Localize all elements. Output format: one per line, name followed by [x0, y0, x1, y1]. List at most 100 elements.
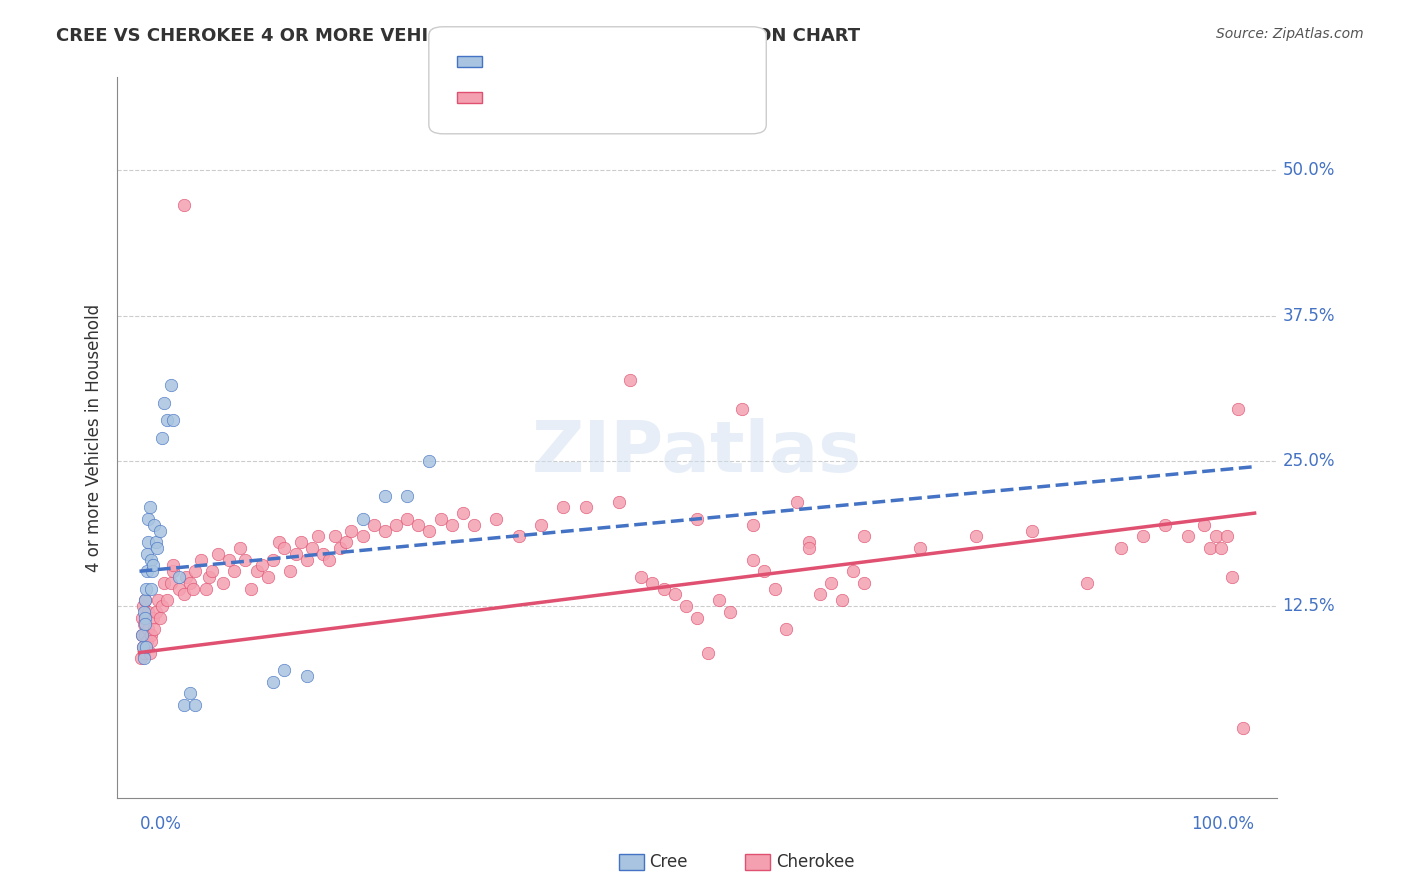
Point [224, 564, 246, 578]
Point [134, 616, 156, 631]
Point [318, 552, 340, 566]
Point [212, 575, 235, 590]
Point [641, 575, 664, 590]
Point [1205, 529, 1227, 543]
Text: 0.0%: 0.0% [139, 815, 181, 833]
Point [136, 634, 159, 648]
Point [173, 698, 195, 712]
Point [1194, 517, 1216, 532]
Point [162, 564, 184, 578]
Point [352, 529, 374, 543]
Point [574, 500, 596, 515]
Point [134, 593, 156, 607]
Point [190, 552, 212, 566]
Point [295, 669, 318, 683]
Point [797, 541, 820, 555]
Point [179, 575, 201, 590]
Point [429, 512, 451, 526]
Point [245, 564, 267, 578]
Point [363, 517, 385, 532]
Point [131, 628, 153, 642]
Point [159, 575, 181, 590]
Point [136, 564, 159, 578]
Point [181, 582, 204, 596]
Point [273, 541, 295, 555]
Point [335, 535, 357, 549]
Point [374, 524, 396, 538]
Point [1211, 541, 1233, 555]
Point [312, 547, 335, 561]
Point [290, 535, 312, 549]
Point [307, 529, 329, 543]
Point [132, 640, 155, 654]
Point [630, 570, 652, 584]
Point [142, 558, 165, 573]
Point [1215, 529, 1237, 543]
Point [352, 512, 374, 526]
Point [1154, 517, 1177, 532]
Point [138, 500, 160, 515]
Point [139, 552, 162, 566]
Point [256, 570, 278, 584]
Point [301, 541, 323, 555]
Point [1177, 529, 1199, 543]
Point [374, 489, 396, 503]
Text: N =  38: N = 38 [585, 53, 652, 70]
Point [1076, 575, 1098, 590]
Point [278, 564, 301, 578]
Point [138, 512, 160, 526]
Point [720, 605, 742, 619]
Point [329, 541, 352, 555]
Point [808, 587, 831, 601]
Point [138, 535, 160, 549]
Point [853, 575, 876, 590]
Y-axis label: 4 or more Vehicles in Household: 4 or more Vehicles in Household [86, 303, 103, 572]
Point [132, 605, 155, 619]
Point [965, 529, 987, 543]
Point [195, 582, 218, 596]
Point [197, 570, 219, 584]
Point [1226, 401, 1249, 416]
Text: R = 0.075: R = 0.075 [494, 53, 583, 70]
Point [153, 575, 176, 590]
Text: Cherokee: Cherokee [776, 853, 855, 871]
Point [797, 535, 820, 549]
Text: CREE VS CHEROKEE 4 OR MORE VEHICLES IN HOUSEHOLD CORRELATION CHART: CREE VS CHEROKEE 4 OR MORE VEHICLES IN H… [56, 27, 860, 45]
Point [463, 517, 485, 532]
Point [145, 605, 167, 619]
Text: Cree: Cree [650, 853, 688, 871]
Point [250, 558, 273, 573]
Point [131, 610, 153, 624]
Point [508, 529, 530, 543]
Point [697, 646, 720, 660]
Point [709, 593, 731, 607]
Point [273, 663, 295, 677]
Text: 50.0%: 50.0% [1282, 161, 1334, 179]
Point [775, 623, 797, 637]
Point [138, 623, 160, 637]
Point [142, 610, 165, 624]
Point [138, 646, 160, 660]
Text: Source: ZipAtlas.com: Source: ZipAtlas.com [1216, 27, 1364, 41]
Point [150, 599, 173, 613]
Text: R = 0.360: R = 0.360 [494, 88, 583, 106]
Point [134, 610, 156, 624]
Point [820, 575, 842, 590]
Point [153, 396, 176, 410]
Point [129, 651, 152, 665]
Point [139, 628, 162, 642]
Point [162, 558, 184, 573]
Point [262, 674, 284, 689]
Point [184, 564, 207, 578]
Point [1021, 524, 1043, 538]
Point [139, 634, 162, 648]
Point [184, 698, 207, 712]
Point [1109, 541, 1132, 555]
Point [323, 529, 346, 543]
Point [1232, 721, 1254, 735]
Point [418, 524, 440, 538]
Point [451, 506, 474, 520]
Point [1220, 570, 1243, 584]
Point [156, 413, 179, 427]
Point [167, 570, 190, 584]
